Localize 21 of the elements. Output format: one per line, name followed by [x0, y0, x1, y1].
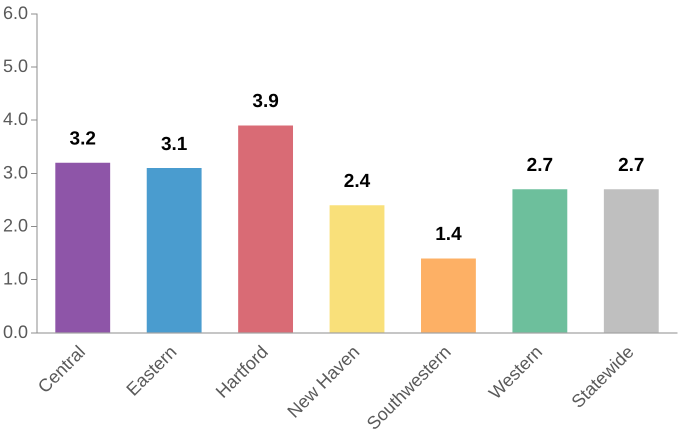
bar — [330, 205, 384, 332]
data-label: 3.2 — [70, 128, 96, 150]
bar — [146, 168, 202, 332]
data-label: 3.1 — [160, 134, 188, 155]
y-tick-label: 2.0 — [2, 216, 28, 236]
y-tick-label: 1.0 — [2, 268, 28, 289]
bar — [604, 189, 659, 332]
y-tick-label: 5.0 — [2, 56, 28, 76]
y-tick-label: 4.0 — [2, 109, 28, 130]
bar — [238, 125, 294, 332]
bar — [55, 162, 110, 332]
data-label: 2.4 — [344, 170, 371, 192]
y-tick-label: 0.0 — [2, 322, 28, 342]
y-tick-label: 6.0 — [2, 2, 28, 23]
data-label: 2.7 — [526, 155, 554, 176]
data-label: 1.4 — [435, 224, 462, 246]
bar — [512, 189, 568, 332]
data-label: 2.7 — [618, 155, 644, 176]
y-tick-label: 3.0 — [2, 162, 28, 182]
bar — [421, 258, 476, 332]
data-label: 3.9 — [252, 91, 279, 112]
